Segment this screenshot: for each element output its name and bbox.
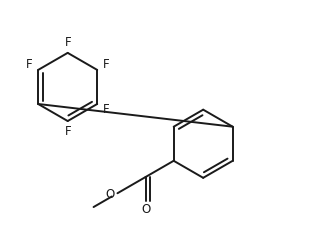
Text: O: O <box>106 188 115 201</box>
Text: F: F <box>64 36 71 49</box>
Text: O: O <box>141 203 150 216</box>
Text: F: F <box>26 58 32 71</box>
Text: F: F <box>103 58 110 71</box>
Text: F: F <box>103 103 110 116</box>
Text: F: F <box>64 125 71 138</box>
